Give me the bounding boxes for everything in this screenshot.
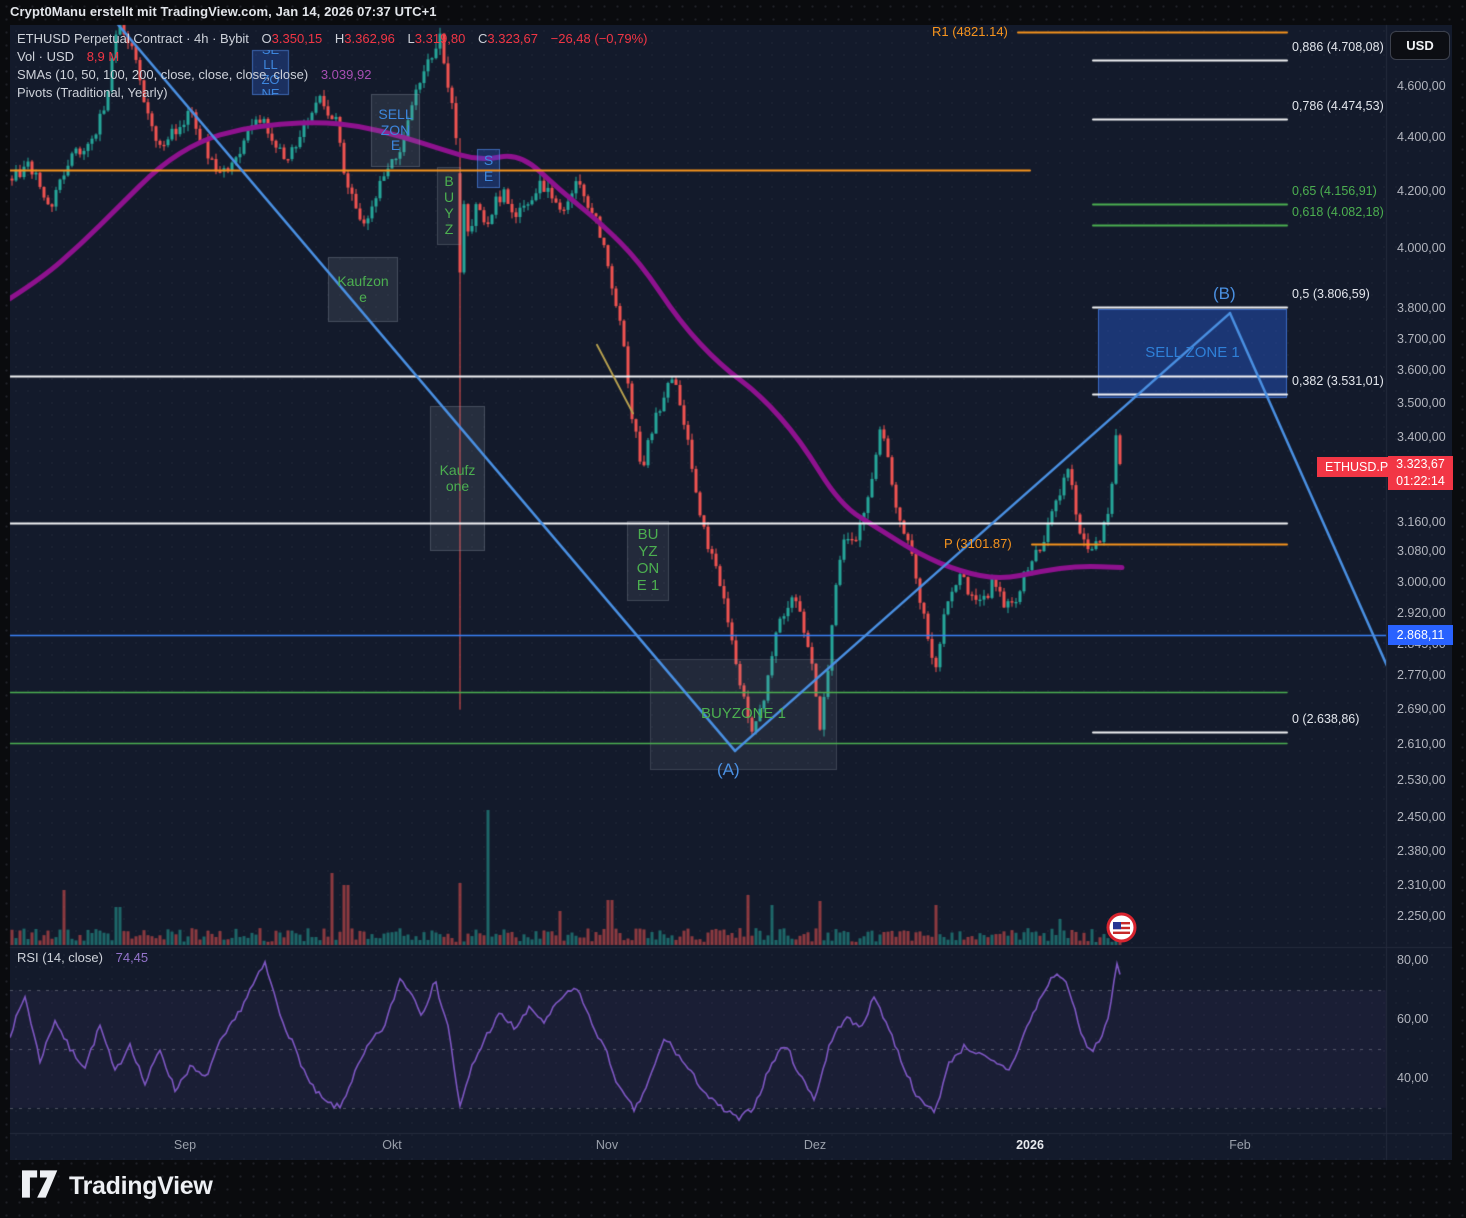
legend-sma-row[interactable]: SMAs (10, 50, 100, 200, close, close, cl…: [17, 67, 371, 82]
symbol-title[interactable]: ETHUSD Perpetual Contract · 4h · Bybit: [17, 31, 249, 46]
rsi-label: RSI (14, close): [17, 950, 103, 965]
tradingview-logo-text: TradingView: [69, 1172, 213, 1200]
rsi-legend-row[interactable]: RSI (14, close) 74,45: [17, 950, 148, 965]
ohlc-low: L3.319,80: [407, 31, 466, 46]
ohlc-open: O3.350,15: [261, 31, 323, 46]
ohlc-high: H3.362,96: [334, 31, 395, 46]
tradingview-logo[interactable]: TradingView: [22, 1170, 213, 1203]
legend-pivots-row[interactable]: Pivots (Traditional, Yearly): [17, 85, 168, 100]
legend-symbol-row[interactable]: ETHUSD Perpetual Contract · 4h · Bybit O…: [17, 31, 647, 46]
ohlc-close: C3.323,67: [478, 31, 538, 46]
legend-volume-row[interactable]: Vol · USD 8,9 M: [17, 49, 119, 64]
price-change: −26,48 (−0,79%): [550, 31, 648, 46]
volume-value: 8,9 M: [86, 49, 120, 64]
volume-label: Vol · USD: [17, 49, 75, 64]
economic-event-flag-icon[interactable]: [1106, 912, 1137, 943]
sma-value: 3.039,92: [320, 67, 372, 82]
currency-toggle-button[interactable]: USD: [1390, 31, 1450, 60]
sma-label: SMAs (10, 50, 100, 200, close, close, cl…: [17, 67, 309, 82]
tradingview-logo-mark-icon: [22, 1170, 58, 1203]
rsi-value: 74,45: [115, 950, 149, 965]
pivots-label: Pivots (Traditional, Yearly): [17, 85, 168, 100]
